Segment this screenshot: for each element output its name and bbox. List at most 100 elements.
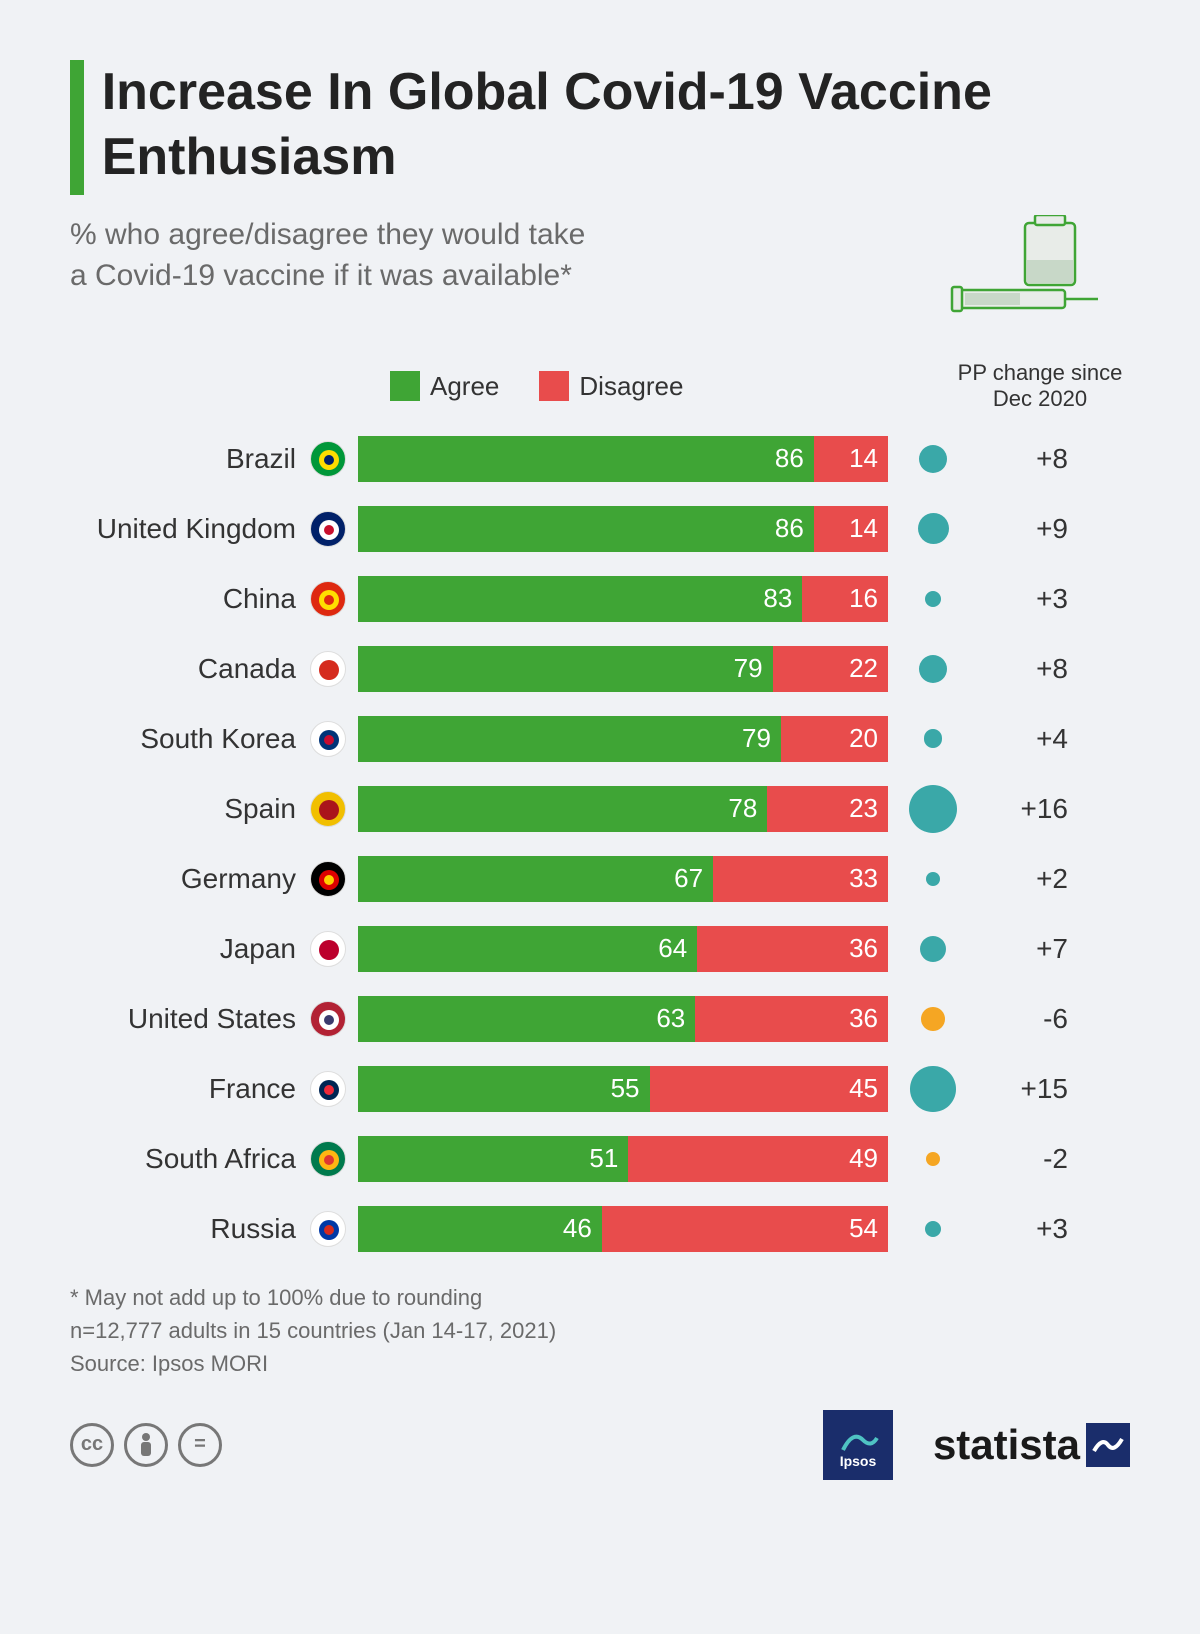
pp-bubble <box>918 513 949 544</box>
vaccine-icon <box>950 215 1100 330</box>
chart-row: South Africa 51 49 -2 <box>70 1131 1130 1187</box>
subtitle-row: % who agree/disagree they would take a C… <box>70 215 1130 330</box>
flag-icon <box>310 651 346 687</box>
pp-value: +4 <box>978 723 1068 755</box>
bar: 86 14 <box>358 506 888 552</box>
pp-bubble <box>921 1007 945 1031</box>
cc-icon: cc <box>70 1423 114 1467</box>
cc-license-icons: cc = <box>70 1423 222 1467</box>
bar-agree: 78 <box>358 786 767 832</box>
bar: 79 20 <box>358 716 888 762</box>
legend-agree-label: Agree <box>430 371 499 402</box>
bar-disagree: 14 <box>814 436 888 482</box>
chart-row: Russia 46 54 +3 <box>70 1201 1130 1257</box>
flag-icon <box>310 511 346 547</box>
pp-bubble <box>919 655 948 684</box>
bar-disagree: 22 <box>773 646 888 692</box>
pp-value: +3 <box>978 1213 1068 1245</box>
country-label: South Africa <box>70 1143 310 1175</box>
bar-disagree: 16 <box>802 576 888 622</box>
country-label: Spain <box>70 793 310 825</box>
swatch-agree <box>390 371 420 401</box>
chart-row: United Kingdom 86 14 +9 <box>70 501 1130 557</box>
pp-bubble <box>925 591 941 607</box>
bar-agree: 86 <box>358 436 814 482</box>
bar-disagree: 20 <box>781 716 888 762</box>
bar-agree: 46 <box>358 1206 602 1252</box>
flag-icon <box>310 1141 346 1177</box>
bar-agree: 63 <box>358 996 695 1042</box>
bubble-col <box>888 513 978 544</box>
pp-bubble <box>926 872 940 886</box>
chart-row: United States 63 36 -6 <box>70 991 1130 1047</box>
bar: 64 36 <box>358 926 888 972</box>
bar-agree: 83 <box>358 576 802 622</box>
statista-text: statista <box>933 1421 1080 1469</box>
pp-value: -2 <box>978 1143 1068 1175</box>
chart-row: South Korea 79 20 +4 <box>70 711 1130 767</box>
bar-agree: 55 <box>358 1066 650 1112</box>
bar: 46 54 <box>358 1206 888 1252</box>
bar: 67 33 <box>358 856 888 902</box>
svg-text:Ipsos: Ipsos <box>840 1453 877 1469</box>
bar-disagree: 49 <box>628 1136 888 1182</box>
bar-disagree: 36 <box>697 926 888 972</box>
legend-disagree-label: Disagree <box>579 371 683 402</box>
pp-value: +2 <box>978 863 1068 895</box>
country-label: France <box>70 1073 310 1105</box>
bar: 55 45 <box>358 1066 888 1112</box>
chart-row: Brazil 86 14 +8 <box>70 431 1130 487</box>
bubble-col <box>888 872 978 886</box>
pp-value: +8 <box>978 653 1068 685</box>
cc-by-icon <box>124 1423 168 1467</box>
country-label: Russia <box>70 1213 310 1245</box>
pp-bubble <box>926 1152 940 1166</box>
statista-wave-icon <box>1086 1423 1130 1467</box>
bar: 86 14 <box>358 436 888 482</box>
bar-disagree: 36 <box>695 996 888 1042</box>
bubble-col <box>888 445 978 474</box>
pp-value: +15 <box>978 1073 1068 1105</box>
bar: 51 49 <box>358 1136 888 1182</box>
flag-icon <box>310 791 346 827</box>
bubble-col <box>888 1007 978 1031</box>
bubble-col <box>888 936 978 962</box>
bar-agree: 51 <box>358 1136 628 1182</box>
chart-row: Spain 78 23 +16 <box>70 781 1130 837</box>
bar-disagree: 54 <box>602 1206 888 1252</box>
chart-row: France 55 45 +15 <box>70 1061 1130 1117</box>
flag-icon <box>310 721 346 757</box>
flag-icon <box>310 441 346 477</box>
bubble-col <box>888 785 978 833</box>
infographic-container: Increase In Global Covid-19 Vaccine Enth… <box>0 0 1200 1520</box>
pp-bubble <box>925 1221 941 1237</box>
cc-nd-icon: = <box>178 1423 222 1467</box>
bar-disagree: 45 <box>650 1066 889 1112</box>
legend-row: Agree Disagree PP change since Dec 2020 <box>70 360 1130 413</box>
bar-agree: 79 <box>358 716 781 762</box>
pp-value: +9 <box>978 513 1068 545</box>
subtitle: % who agree/disagree they would take a C… <box>70 215 585 296</box>
bar-agree: 67 <box>358 856 713 902</box>
country-label: Germany <box>70 863 310 895</box>
page-title: Increase In Global Covid-19 Vaccine Enth… <box>102 60 1130 190</box>
bar-agree: 79 <box>358 646 773 692</box>
country-label: Canada <box>70 653 310 685</box>
bubble-col <box>888 729 978 748</box>
pp-bubble <box>910 1066 956 1112</box>
bubble-col <box>888 1221 978 1237</box>
pp-value: +7 <box>978 933 1068 965</box>
bar: 79 22 <box>358 646 888 692</box>
pp-bubble <box>920 936 946 962</box>
bubble-col <box>888 655 978 684</box>
footnote: * May not add up to 100% due to rounding… <box>70 1281 1130 1380</box>
bar: 83 16 <box>358 576 888 622</box>
accent-bar <box>70 60 84 195</box>
pp-value: -6 <box>978 1003 1068 1035</box>
flag-icon <box>310 931 346 967</box>
bar: 63 36 <box>358 996 888 1042</box>
bubble-col <box>888 1066 978 1112</box>
pp-value: +3 <box>978 583 1068 615</box>
chart-row: Canada 79 22 +8 <box>70 641 1130 697</box>
country-label: United Kingdom <box>70 513 310 545</box>
